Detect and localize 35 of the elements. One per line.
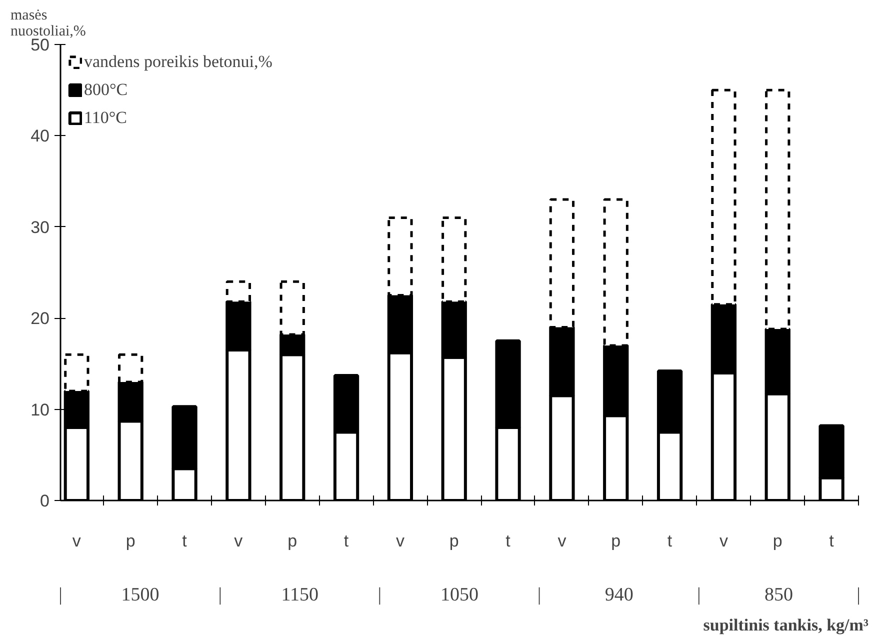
text: 1150 [281,584,319,606]
x-tick-label: v [396,532,405,550]
legend-label: 110°C [84,108,128,128]
legend-label: 800°C [84,80,128,100]
text: | [218,584,222,606]
text: 850 [764,584,793,606]
text: | [378,584,382,606]
x-tick-label: t [182,532,188,550]
x-tick-label: v [558,532,567,550]
x-tick-label: p [126,532,136,550]
text: 940 [604,584,634,606]
x-tick-label: v [72,532,82,550]
y-tick-label: 40 [30,126,50,146]
text: | [537,584,542,606]
x-tick-label: p [772,532,782,550]
y-tick-label: 20 [30,309,50,328]
x-tick-label: p [288,532,298,550]
x-tick-label: t [829,532,834,550]
text: | [856,584,860,606]
text: | [58,584,62,606]
x-tick-label: p [449,532,459,550]
x-tick-label: v [719,532,728,550]
y-tick-label: 30 [30,218,50,237]
x-tick-label: t [506,532,511,550]
legend-label: vandens poreikis betonui,% [84,52,272,72]
x-tick-label: p [611,532,621,550]
x-tick-label: t [344,532,349,550]
x-tick-label: t [667,532,672,550]
y-tick-label: 10 [30,400,50,420]
y-tick-label: 0 [40,492,50,510]
text: 1500 [121,584,160,606]
x-axis-title: supiltinis tankis, kg/m³ [703,616,869,634]
text: | [697,584,701,606]
text: 1050 [440,584,478,606]
x-tick-label: v [234,532,244,550]
